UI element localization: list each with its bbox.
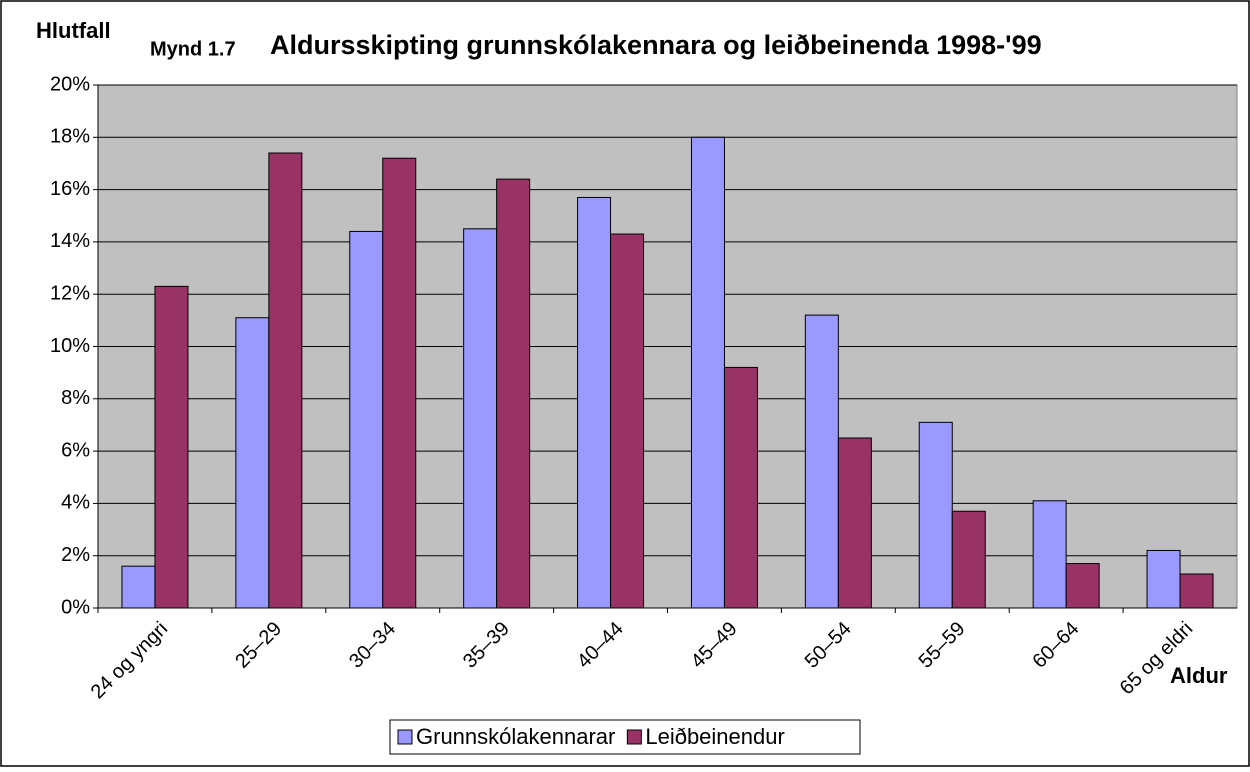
- legend-box: [389, 719, 861, 755]
- y-axis-label: Hlutfall: [36, 18, 111, 43]
- bar: [723, 366, 758, 609]
- bar: [577, 196, 612, 609]
- y-tick-label: 14%: [50, 230, 90, 252]
- chart-title: Aldursskipting grunnskólakennara og leið…: [270, 30, 1042, 60]
- bar: [804, 314, 839, 609]
- legend-swatch: [397, 729, 413, 745]
- bar: [918, 421, 953, 609]
- bar: [154, 285, 189, 609]
- figure-label: Mynd 1.7: [150, 38, 236, 60]
- y-tick-label: 6%: [61, 439, 90, 461]
- bar: [951, 510, 986, 609]
- bar: [121, 565, 156, 609]
- y-tick-label: 20%: [50, 73, 90, 95]
- bar: [837, 437, 872, 609]
- bar: [1065, 563, 1100, 609]
- y-tick-label: 12%: [50, 282, 90, 304]
- x-axis-label: Aldur: [1170, 663, 1228, 688]
- bar: [235, 317, 270, 609]
- y-tick-label: 2%: [61, 544, 90, 566]
- legend-swatch: [626, 729, 642, 745]
- legend-label: Grunnskólakennarar: [416, 724, 615, 749]
- bar: [1146, 549, 1181, 609]
- y-tick-label: 0%: [61, 596, 90, 618]
- y-tick-label: 10%: [50, 335, 90, 357]
- legend-label: Leiðbeinendur: [645, 724, 784, 749]
- bar: [382, 157, 417, 609]
- y-tick-label: 8%: [61, 387, 90, 409]
- bar: [463, 228, 498, 609]
- bar: [1032, 500, 1067, 609]
- y-tick-label: 16%: [50, 178, 90, 200]
- y-tick-label: 18%: [50, 126, 90, 148]
- bar: [690, 136, 725, 609]
- bar: [610, 233, 645, 609]
- bar: [496, 178, 531, 609]
- y-tick-label: 4%: [61, 492, 90, 514]
- bar: [349, 230, 384, 609]
- bar: [268, 152, 303, 609]
- bar: [1179, 573, 1214, 609]
